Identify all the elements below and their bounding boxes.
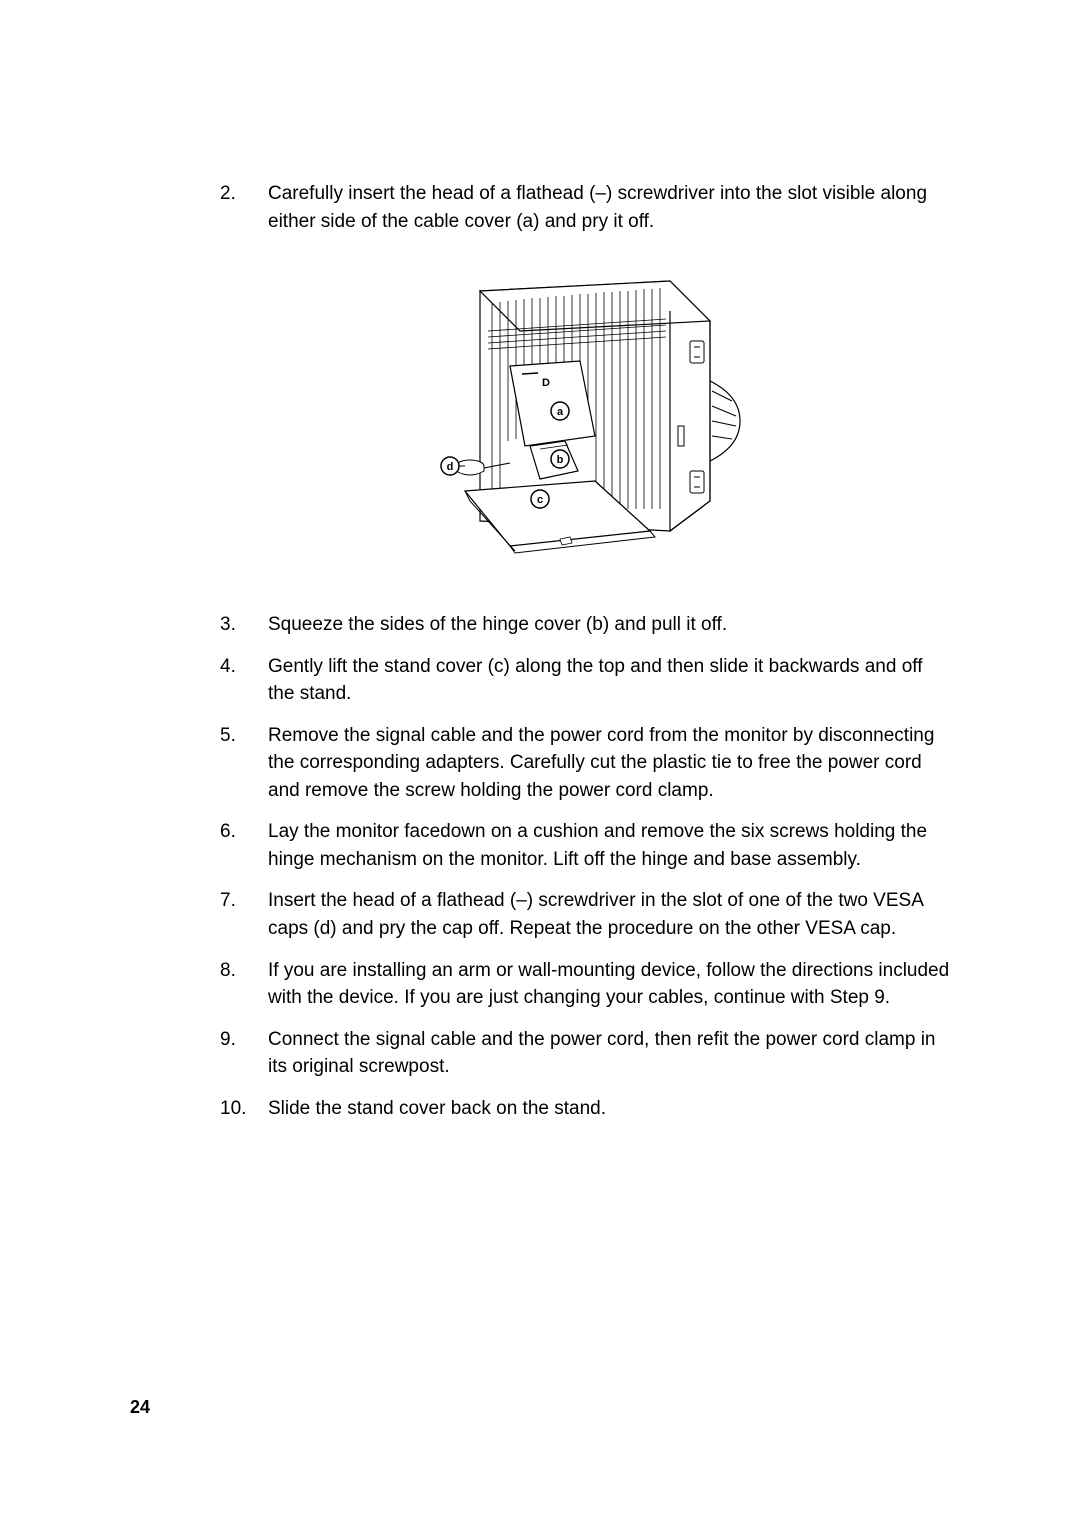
- step-number: 3.: [220, 611, 268, 639]
- step-8: 8. If you are installing an arm or wall-…: [220, 957, 950, 1012]
- step-number: 9.: [220, 1026, 268, 1081]
- step-7: 7. Insert the head of a flathead (–) scr…: [220, 887, 950, 942]
- label-d: d: [447, 461, 454, 473]
- step-number: 5.: [220, 722, 268, 805]
- step-text: Gently lift the stand cover (c) along th…: [268, 653, 950, 708]
- monitor-diagram: D a b c d: [410, 271, 760, 561]
- step-number: 10.: [220, 1095, 268, 1123]
- step-6: 6. Lay the monitor facedown on a cushion…: [220, 818, 950, 873]
- svg-text:D: D: [542, 377, 550, 389]
- step-text: Remove the signal cable and the power co…: [268, 722, 950, 805]
- page-number: 24: [130, 1397, 150, 1418]
- page-content: 2. Carefully insert the head of a flathe…: [0, 0, 1080, 1122]
- step-text: Lay the monitor facedown on a cushion an…: [268, 818, 950, 873]
- step-number: 4.: [220, 653, 268, 708]
- step-text: Connect the signal cable and the power c…: [268, 1026, 950, 1081]
- step-number: 8.: [220, 957, 268, 1012]
- step-10: 10. Slide the stand cover back on the st…: [220, 1095, 950, 1123]
- step-9: 9. Connect the signal cable and the powe…: [220, 1026, 950, 1081]
- step-2: 2. Carefully insert the head of a flathe…: [220, 180, 950, 235]
- step-5: 5. Remove the signal cable and the power…: [220, 722, 950, 805]
- step-number: 6.: [220, 818, 268, 873]
- label-c: c: [537, 494, 543, 506]
- step-text: Squeeze the sides of the hinge cover (b)…: [268, 611, 950, 639]
- step-text: Slide the stand cover back on the stand.: [268, 1095, 950, 1123]
- step-number: 7.: [220, 887, 268, 942]
- step-text: Carefully insert the head of a flathead …: [268, 180, 950, 235]
- step-text: Insert the head of a flathead (–) screwd…: [268, 887, 950, 942]
- label-b: b: [557, 454, 564, 466]
- label-a: a: [557, 406, 564, 418]
- step-3: 3. Squeeze the sides of the hinge cover …: [220, 611, 950, 639]
- step-4: 4. Gently lift the stand cover (c) along…: [220, 653, 950, 708]
- step-text: If you are installing an arm or wall-mou…: [268, 957, 950, 1012]
- figure-container: D a b c d: [220, 271, 950, 561]
- step-number: 2.: [220, 180, 268, 235]
